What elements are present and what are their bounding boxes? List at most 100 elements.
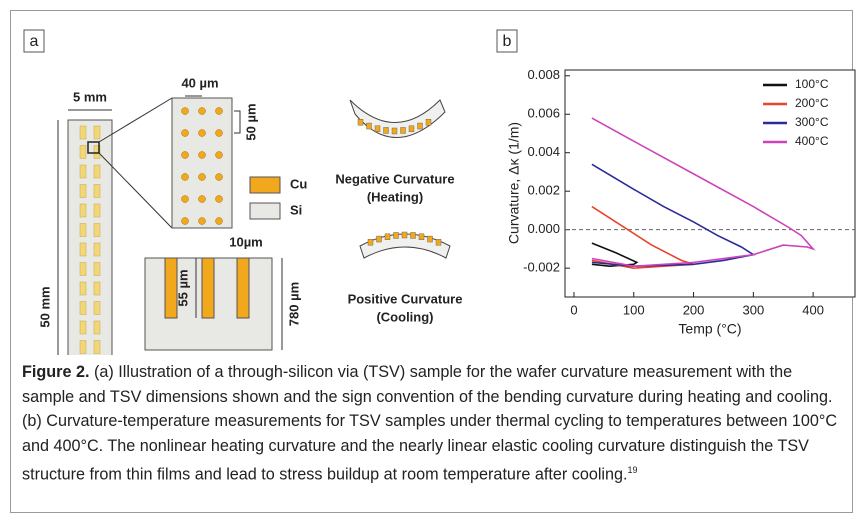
x-tick-label: 100: [623, 302, 645, 317]
zoom-box: [87, 141, 100, 154]
via-dot: [215, 173, 223, 181]
via-dot: [198, 151, 206, 159]
via-dot: [181, 129, 189, 137]
x-tick-label: 0: [570, 302, 577, 317]
figure: a b 5 mm 50 mm 40 µm 50 µm Cu Si 10µm 55…: [23, 29, 856, 355]
curved-via: [410, 232, 416, 239]
curvature-label: Negative Curvature: [335, 171, 454, 186]
x-axis-title: Temp (°C): [678, 321, 741, 337]
legend-label: Si: [290, 202, 302, 217]
y-tick-label: 0.004: [527, 144, 560, 159]
y-tick-label: 0.006: [527, 106, 560, 121]
strip-via: [93, 262, 101, 276]
via-dot: [198, 129, 206, 137]
strip-via: [79, 262, 87, 276]
via-dot: [215, 151, 223, 159]
curved-via: [408, 125, 415, 133]
curved-via: [435, 238, 442, 246]
via-dot: [181, 195, 189, 203]
strip-via: [79, 320, 87, 335]
curved-via: [367, 238, 374, 246]
panel-label-box: [496, 29, 518, 53]
strip-via: [79, 203, 87, 218]
panel-label: a: [30, 33, 39, 50]
via-dot: [215, 107, 223, 115]
via-dot: [181, 151, 189, 159]
strip-vias: [79, 125, 101, 354]
curved-via: [393, 232, 399, 239]
strip-via: [79, 145, 87, 159]
strip-via: [93, 125, 101, 140]
y-tick-label: 0.000: [527, 221, 560, 236]
curved-via: [418, 233, 425, 241]
dimension-label: 780 µm: [286, 282, 301, 326]
legend-label: 300°C: [795, 115, 829, 129]
zoom-line: [98, 152, 173, 229]
strip-via: [93, 301, 101, 315]
via: [164, 257, 178, 319]
series-line: [591, 117, 816, 268]
via-dot: [198, 107, 206, 115]
curvature-label: (Heating): [367, 189, 423, 204]
dimension-label: 10µm: [229, 234, 263, 249]
strip-via: [93, 340, 101, 354]
strip-via: [79, 242, 87, 257]
negative-curvature-wafer: [349, 99, 446, 138]
series-line: [591, 163, 756, 268]
curved-via: [401, 231, 408, 239]
zoom-line: [98, 97, 173, 143]
legend-swatch: [249, 176, 281, 194]
y-axis-title: Curvature, Δκ (1/m): [506, 122, 522, 244]
zoom-area: [171, 97, 233, 229]
dimension-line: [234, 110, 241, 134]
curved-via: [376, 235, 382, 243]
via-dot: [215, 217, 223, 225]
strip-via: [93, 242, 101, 257]
strip-via: [93, 281, 101, 296]
caption: Figure 2. (a) Illustration of a through-…: [22, 360, 842, 487]
strip-via: [93, 184, 101, 198]
curved-via: [417, 122, 423, 130]
dimension-label: 55 µm: [175, 269, 190, 306]
y-tick-label: 0.008: [527, 67, 560, 82]
strip-via: [79, 184, 87, 198]
via-array: [181, 107, 223, 225]
dimension-label: 40 µm: [181, 75, 218, 90]
curved-via: [366, 122, 372, 130]
strip-via: [93, 164, 101, 179]
strip-via: [79, 340, 87, 354]
strip-via: [93, 223, 101, 237]
curved-via: [425, 118, 432, 126]
y-tick-label: 0.002: [527, 183, 560, 198]
via: [201, 257, 215, 319]
curvature-label: Positive Curvature: [348, 291, 463, 306]
curved-via: [374, 125, 381, 133]
x-tick-label: 300: [742, 302, 764, 317]
strip-via: [79, 125, 87, 140]
strip-via: [79, 164, 87, 179]
curved-via: [383, 127, 389, 134]
via-dot: [215, 129, 223, 137]
caption-reference: 19: [627, 465, 638, 475]
panel-label: b: [503, 33, 512, 50]
strip-via: [93, 145, 101, 159]
curved-via: [400, 127, 406, 134]
legend-label: 200°C: [795, 96, 829, 110]
via-dot: [181, 217, 189, 225]
strip-via: [79, 223, 87, 237]
legend-label: 400°C: [795, 134, 829, 148]
legend-label: 100°C: [795, 77, 829, 91]
via-dot: [198, 217, 206, 225]
curved-via: [391, 127, 398, 135]
curved-via: [427, 235, 433, 243]
via-dot: [181, 173, 189, 181]
strip-via: [79, 301, 87, 315]
strip-via: [93, 203, 101, 218]
sample-strip: [67, 119, 113, 355]
dimension-label: 50 mm: [37, 286, 52, 327]
via: [236, 257, 250, 319]
legend-swatch: [249, 202, 281, 220]
y-tick-label: -0.002: [523, 260, 560, 275]
via-dot: [181, 107, 189, 115]
